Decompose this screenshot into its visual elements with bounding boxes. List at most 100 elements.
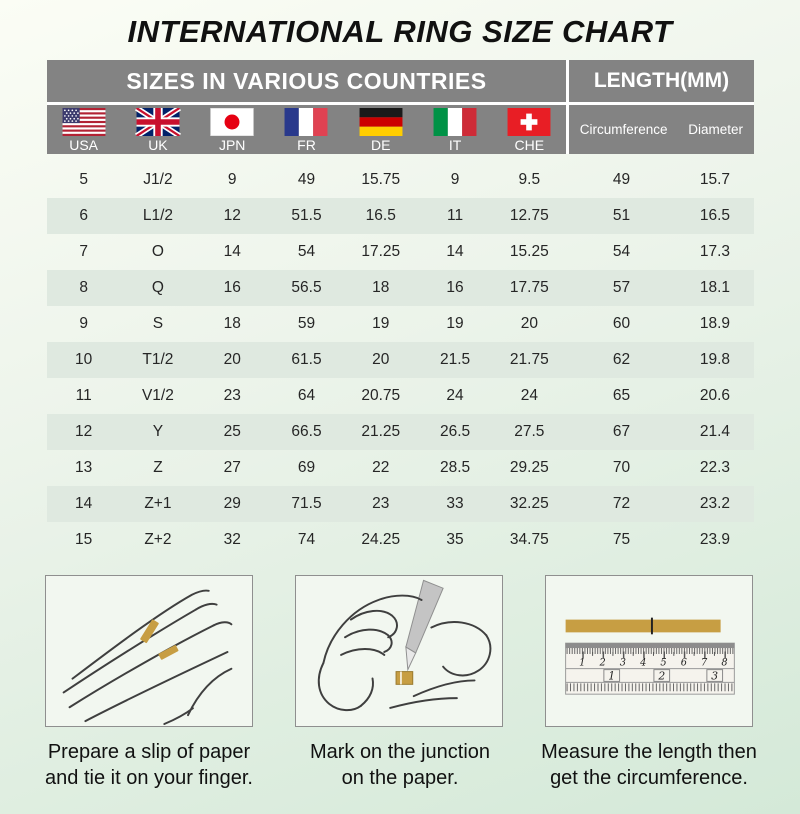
table-row: 15 Z+2 32 74 24.25 35 34.75 75 23.9 (47, 522, 754, 558)
caption-line: get the circumference. (550, 767, 748, 789)
table-cell: O (151, 243, 164, 260)
table-cell: 32 (223, 531, 241, 548)
table-row: 14 Z+1 29 71.5 23 33 32.25 72 23.2 (46, 486, 754, 522)
table-cell: Z+1 (144, 495, 172, 512)
table-cell: 20 (372, 351, 390, 368)
table-cell: 51.5 (291, 207, 322, 224)
table-cell: 24 (446, 387, 464, 404)
table-cell: 17.75 (509, 279, 549, 296)
ruler-cm-tick: 2 (598, 658, 605, 669)
table-cell: 26.5 (439, 423, 471, 440)
table-cell: Z (153, 459, 163, 476)
table-cell: 15.7 (699, 171, 731, 188)
table-cell: 22.3 (699, 459, 731, 476)
table-cell: 54 (612, 243, 631, 260)
ruler-cm-tick: 4 (639, 658, 646, 669)
page-title: INTERNATIONAL RING SIZE CHART (127, 14, 673, 49)
ruler-inch-tick: 3 (711, 669, 718, 682)
sizes-header-label: SIZES IN VARIOUS COUNTRIES (126, 67, 487, 94)
table-cell: 17.3 (699, 243, 731, 260)
country-label: CHE (514, 137, 545, 153)
table-cell: 15 (75, 531, 93, 548)
length-header-cell: LENGTH(MM) (566, 60, 753, 102)
france-flag-icon (285, 108, 328, 136)
table-cell: 25 (223, 423, 241, 440)
table-cell: 20.75 (361, 387, 401, 404)
table-cell: 72 (612, 495, 631, 512)
step-1: Prepare a slip of paper and tie it on yo… (45, 575, 255, 791)
table-cell: L1/2 (142, 207, 173, 224)
caption-line: on the paper. (341, 767, 459, 789)
step-2: Mark on the junction on the paper. (295, 575, 505, 791)
table-cell: 18.9 (699, 315, 731, 332)
table-cell: 60 (612, 315, 631, 332)
country-flags-group: USA UK JP (47, 105, 567, 154)
table-row: 8 Q 16 56.5 18 16 17.75 57 18.1 (46, 270, 754, 306)
diameter-column-header: Diameter (688, 122, 743, 137)
table-cell: S (152, 315, 164, 332)
country-label: FR (297, 137, 316, 153)
table-header: SIZES IN VARIOUS COUNTRIES LENGTH(MM) (46, 60, 754, 154)
table-cell: 20 (520, 315, 538, 332)
step-2-illustration (295, 575, 503, 727)
table-row: 11 V1/2 23 64 20.75 24 24 65 20.6 (47, 378, 754, 414)
table-cell: 20 (223, 351, 241, 368)
table-cell: 23 (372, 495, 390, 512)
table-cell: 21.4 (699, 423, 731, 440)
column-header-de: DE (344, 105, 418, 154)
table-cell: 18 (223, 315, 241, 332)
length-subcolumns: Circumference Diameter (566, 105, 753, 154)
table-cell: 15.75 (361, 171, 401, 188)
table-cell: 16.5 (699, 207, 731, 224)
step-2-caption: Mark on the junction on the paper. (278, 739, 522, 791)
table-cell: 12 (223, 207, 241, 224)
step-1-caption: Prepare a slip of paper and tie it on yo… (27, 739, 271, 791)
table-cell: 65 (612, 387, 631, 404)
table-cell: 71.5 (291, 495, 322, 512)
caption-line: Prepare a slip of paper (47, 741, 251, 763)
table-cell: 7 (79, 243, 88, 260)
table-cell: 9 (79, 315, 88, 332)
table-cell: 74 (297, 531, 316, 548)
table-cell: 6 (79, 207, 88, 224)
hand-marking-pen-icon (317, 579, 492, 712)
column-header-uk: UK (121, 105, 195, 154)
ruler-cm-tick: 1 (579, 658, 585, 669)
table-cell: 59 (297, 315, 316, 332)
table-cell: 56.5 (291, 279, 322, 296)
table-cell: 19.8 (699, 351, 731, 368)
table-cell: J1/2 (143, 171, 173, 188)
table-cell: 11 (447, 207, 464, 224)
step-3-caption: Measure the length then get the circumfe… (527, 739, 771, 791)
table-row: 6 L1/2 12 51.5 16.5 11 12.75 51 16.5 (46, 198, 754, 234)
table-cell: 9 (450, 171, 460, 188)
table-cell: 27 (223, 459, 241, 476)
table-cell: 23 (223, 387, 241, 404)
ruler-cm-tick: 5 (660, 658, 666, 669)
table-cell: 14 (75, 495, 93, 512)
ruler-cm-tick: 6 (681, 658, 687, 669)
step-3: 1 2 3 4 5 6 7 8 1 2 3 (541, 575, 757, 791)
table-cell: 17.25 (361, 243, 401, 260)
table-header-flags-row: USA UK JP (47, 105, 754, 154)
table-cell: 33 (446, 495, 464, 512)
ruler-cm-tick: 8 (721, 658, 727, 669)
measurement-steps: Prepare a slip of paper and tie it on yo… (45, 575, 757, 791)
table-cell: 64 (297, 387, 316, 404)
switzerland-flag-icon (507, 108, 551, 136)
table-cell: 20.6 (699, 387, 731, 404)
table-cell: 5 (79, 171, 88, 188)
germany-flag-icon (359, 108, 403, 136)
country-label: JPN (218, 137, 246, 153)
table-cell: 16 (223, 279, 241, 296)
caption-line: and tie it on your finger. (45, 767, 253, 789)
table-cell: 32.25 (509, 495, 549, 512)
table-cell: 22 (372, 459, 390, 476)
table-cell: 70 (612, 459, 631, 476)
table-cell: 18.1 (699, 279, 731, 296)
table-row: 7 O 14 54 17.25 14 15.25 54 17.3 (47, 234, 754, 270)
table-cell: 24 (520, 387, 538, 404)
table-cell: 16 (446, 279, 464, 296)
table-cell: 75 (612, 531, 631, 548)
table-cell: 16.5 (365, 207, 396, 224)
